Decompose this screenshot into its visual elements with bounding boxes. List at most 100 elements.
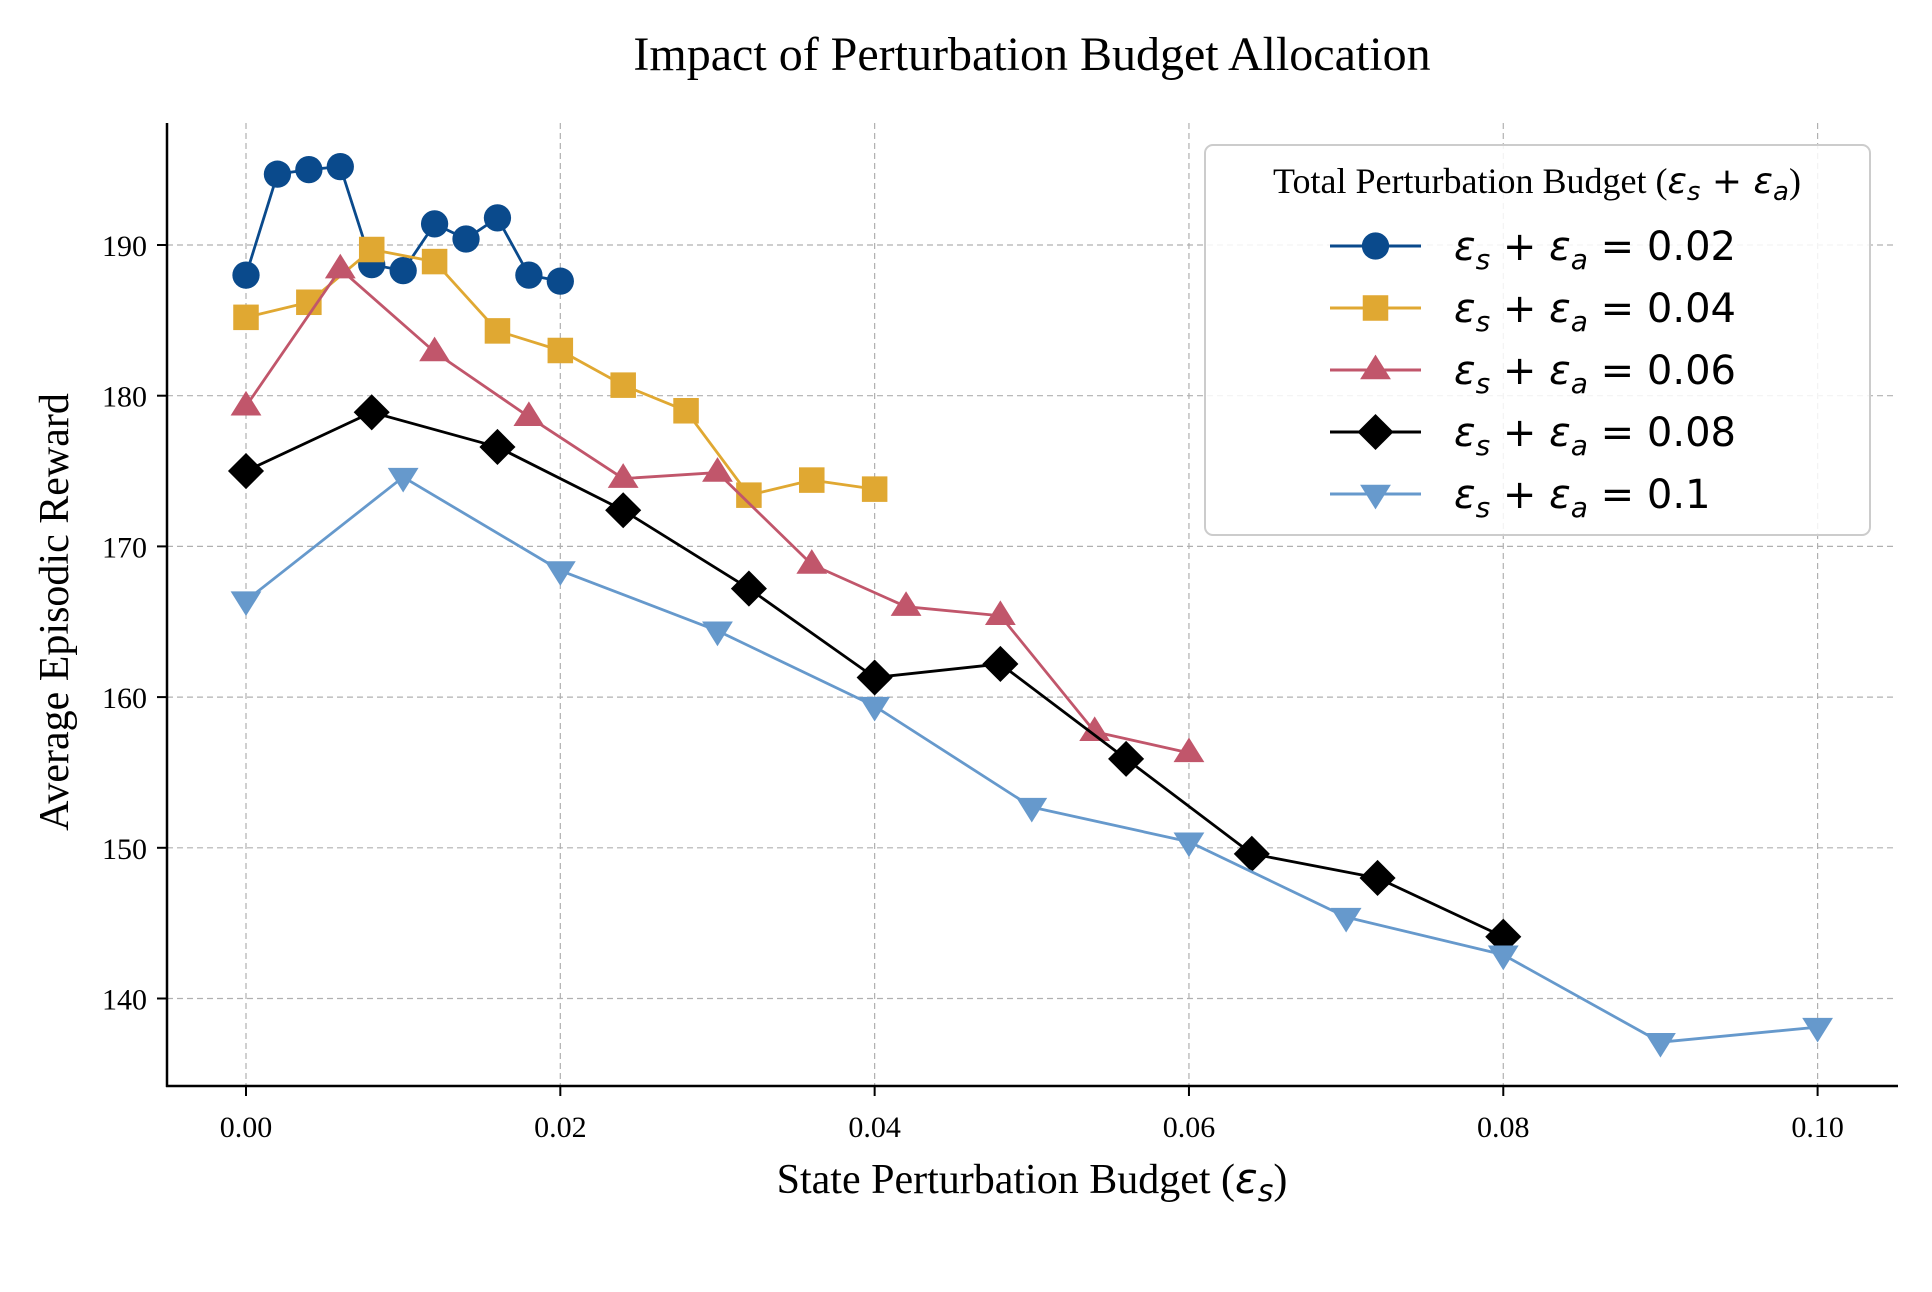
x-tick-label: 0.02 [534, 1111, 587, 1144]
x-tick-label: 0.08 [1477, 1111, 1530, 1144]
data-point-diamond [479, 428, 516, 465]
series-line [244, 267, 1190, 755]
data-point-triangle-down [1645, 1032, 1676, 1058]
data-point-triangle-down [1487, 945, 1519, 971]
data-point-triangle-down [1330, 907, 1362, 933]
y-tick-label: 160 [102, 682, 147, 715]
data-point-diamond [227, 453, 265, 490]
data-point-triangle-up [513, 401, 545, 427]
x-tick-label: 0.10 [1791, 1111, 1844, 1144]
legend: Total Perturbation Budget (εs + εa) εs +… [1204, 144, 1871, 536]
legend-entry: εs + εa = 0.08 [1330, 410, 1736, 462]
legend-title: Total Perturbation Budget (εs + εa) [1273, 161, 1801, 207]
data-point-triangle-up [890, 591, 922, 616]
data-point-triangle-up [984, 600, 1016, 625]
legend-marker-triangle-up [1360, 354, 1391, 380]
data-point-square [610, 372, 636, 398]
legend-title-close: ) [1789, 161, 1801, 201]
data-point-circle [420, 210, 449, 238]
data-point-diamond [730, 570, 767, 607]
x-tick-label: 0.00 [220, 1111, 273, 1144]
data-point-square [484, 318, 511, 344]
data-point-diamond [1359, 859, 1396, 896]
data-point-triangle-down [702, 621, 733, 647]
legend-title-sub-a: a [1773, 177, 1789, 207]
data-point-circle [263, 160, 292, 188]
legend-marker-circle [1361, 232, 1390, 260]
data-point-triangle-up [1079, 716, 1111, 742]
data-point-square [799, 467, 825, 493]
x-axis-label-main: State Perturbation Budget ( [777, 1157, 1235, 1203]
legend-title-main: Total Perturbation Budget ( [1273, 161, 1667, 201]
data-point-triangle-up [702, 457, 733, 482]
legend-marker-diamond [1357, 413, 1394, 451]
legend-label: εs + εa = 0.06 [1454, 348, 1736, 400]
legend-entries: εs + εa = 0.02 εs + εa = 0.04 εs + εa = 0.… [1330, 224, 1736, 524]
data-point-triangle-up [230, 390, 262, 416]
legend-label: εs + εa = 0.04 [1454, 286, 1736, 338]
data-point-triangle-down [1802, 1017, 1833, 1043]
x-axis-label-subscript: s [1258, 1174, 1274, 1209]
data-point-square [861, 476, 888, 502]
legend-title-epsilon-s: ε [1667, 161, 1686, 202]
x-axis-label: State Perturbation Budget (εs) [777, 1154, 1288, 1209]
x-tick-label: 0.06 [1163, 1111, 1216, 1144]
legend-label: εs + εa = 0.1 [1454, 472, 1711, 524]
legend-title-plus: + [1700, 161, 1753, 202]
data-point-triangle-up [419, 336, 450, 362]
data-point-diamond [856, 659, 893, 696]
data-point-circle [295, 156, 323, 184]
data-point-triangle-down [230, 591, 262, 617]
legend-title-sub-s: s [1687, 177, 1701, 207]
data-point-square [233, 304, 259, 331]
data-point-circle [452, 225, 480, 253]
data-point-circle [515, 261, 543, 289]
x-axis-label-epsilon: ε [1235, 1154, 1258, 1203]
y-axis-label: Average Episodic Reward [32, 393, 78, 831]
data-point-diamond [353, 394, 390, 431]
y-tick-label: 140 [102, 984, 147, 1017]
data-point-diamond [1233, 835, 1270, 872]
data-point-square [547, 337, 574, 364]
legend-entry: εs + εa = 0.06 [1330, 348, 1736, 400]
data-point-triangle-up [607, 463, 639, 488]
data-point-circle [546, 267, 574, 295]
x-axis-label-close: ) [1273, 1157, 1287, 1203]
data-point-circle [389, 256, 417, 285]
data-point-circle [483, 204, 512, 232]
data-point-diamond [982, 645, 1019, 682]
legend-marker-triangle-down [1360, 484, 1391, 510]
series-0_04 [233, 236, 888, 508]
legend-entry: εs + εa = 0.1 [1330, 472, 1711, 524]
data-point-triangle-down [1016, 797, 1048, 823]
data-point-square [358, 236, 385, 263]
legend-label: εs + εa = 0.08 [1454, 410, 1736, 462]
y-tick-label: 180 [102, 381, 147, 414]
plot-series [227, 152, 1833, 1058]
data-point-square [421, 248, 448, 275]
data-point-triangle-down [859, 696, 891, 722]
series-0_02 [232, 152, 574, 295]
legend-entry: εs + εa = 0.02 [1330, 224, 1736, 276]
data-point-square [673, 398, 699, 424]
data-point-triangle-up [1173, 737, 1205, 763]
data-point-triangle-up [796, 549, 828, 574]
data-point-triangle-down [544, 561, 576, 586]
legend-entry: εs + εa = 0.04 [1330, 286, 1736, 338]
data-point-triangle-up [324, 253, 356, 279]
data-point-circle [232, 261, 260, 289]
y-tick-label: 190 [102, 230, 147, 263]
data-point-triangle-down [1173, 832, 1205, 858]
data-point-circle [326, 152, 354, 181]
x-axis-ticks: 0.00 0.02 0.04 0.06 0.08 0.10 [220, 1086, 1844, 1144]
x-tick-label: 0.04 [848, 1111, 901, 1144]
series-line [245, 475, 1818, 1044]
legend-title-epsilon-a: ε [1754, 161, 1773, 202]
y-tick-label: 170 [102, 531, 147, 564]
y-axis-ticks: 140 150 160 170 180 190 [102, 230, 167, 1017]
chart-title: Impact of Perturbation Budget Allocation [633, 28, 1430, 81]
data-point-diamond [605, 492, 642, 529]
data-point-diamond [1108, 740, 1145, 777]
series-0_1 [230, 467, 1833, 1058]
